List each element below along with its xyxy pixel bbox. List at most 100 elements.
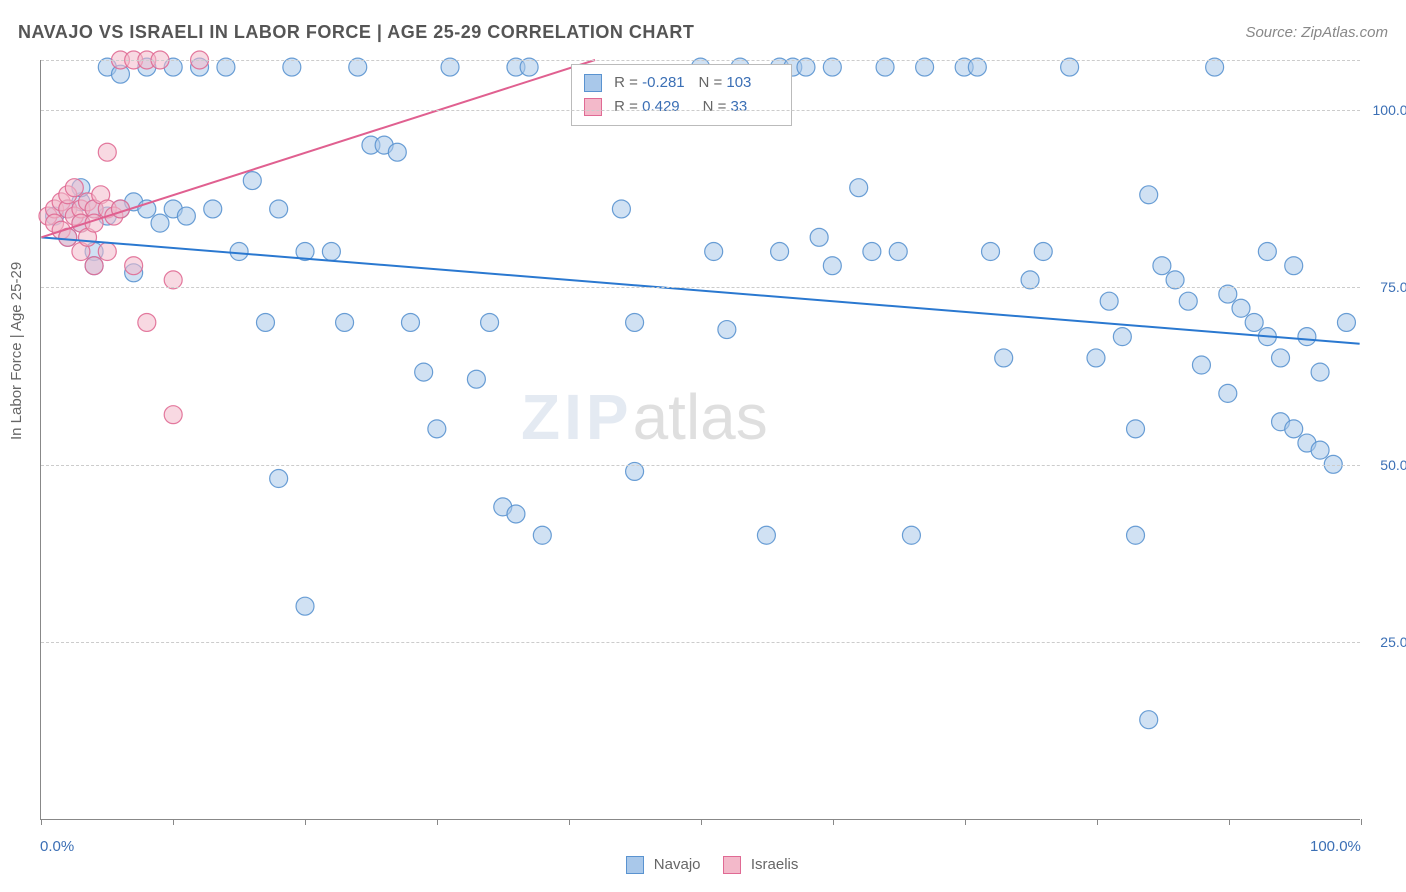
data-point	[1192, 356, 1210, 374]
data-point	[401, 313, 419, 331]
data-point	[705, 243, 723, 261]
data-point	[771, 243, 789, 261]
data-point	[1100, 292, 1118, 310]
gridline	[41, 642, 1360, 643]
data-point	[1179, 292, 1197, 310]
data-point	[1272, 349, 1290, 367]
chart-title: NAVAJO VS ISRAELI IN LABOR FORCE | AGE 2…	[18, 22, 694, 43]
y-axis-label: In Labor Force | Age 25-29	[8, 262, 25, 440]
legend-label-navajo: Navajo	[654, 856, 701, 873]
x-tick-mark	[305, 819, 306, 825]
stats-n-israelis: 33	[731, 95, 779, 119]
data-point	[533, 526, 551, 544]
data-point	[1219, 384, 1237, 402]
legend-label-israelis: Israelis	[751, 856, 799, 873]
source-attribution: Source: ZipAtlas.com	[1245, 24, 1388, 41]
x-tick-mark	[569, 819, 570, 825]
gridline	[41, 110, 1360, 111]
data-point	[507, 505, 525, 523]
data-point	[1087, 349, 1105, 367]
data-point	[85, 257, 103, 275]
x-tick-mark	[701, 819, 702, 825]
data-point	[98, 143, 116, 161]
data-point	[428, 420, 446, 438]
trend-line	[41, 60, 595, 237]
data-point	[1285, 420, 1303, 438]
data-point	[718, 321, 736, 339]
data-point	[1021, 271, 1039, 289]
legend: Navajo Israelis	[0, 856, 1406, 874]
x-tick-mark	[1361, 819, 1362, 825]
data-point	[415, 363, 433, 381]
data-point	[1127, 526, 1145, 544]
x-tick-mark	[173, 819, 174, 825]
stats-row-navajo: R = -0.281 N = 103	[584, 71, 779, 95]
y-tick-label: 75.0%	[1380, 279, 1406, 295]
x-tick-mark	[965, 819, 966, 825]
data-point	[1127, 420, 1145, 438]
data-point	[902, 526, 920, 544]
stats-r-israelis: 0.429	[642, 95, 690, 119]
data-point	[1311, 441, 1329, 459]
data-point	[270, 470, 288, 488]
x-tick-mark	[41, 819, 42, 825]
correlation-stats-box: R = -0.281 N = 103 R = 0.429 N = 33	[571, 64, 792, 126]
data-point	[1311, 363, 1329, 381]
data-point	[850, 179, 868, 197]
data-point	[481, 313, 499, 331]
x-tick-mark	[1229, 819, 1230, 825]
data-point	[270, 200, 288, 218]
x-axis-max-label: 100.0%	[1310, 838, 1361, 855]
stats-r-navajo: -0.281	[642, 71, 690, 95]
data-point	[388, 143, 406, 161]
x-axis-min-label: 0.0%	[40, 838, 74, 855]
stats-n-navajo: 103	[726, 71, 774, 95]
data-point	[982, 243, 1000, 261]
data-point	[1258, 243, 1276, 261]
y-tick-label: 25.0%	[1380, 634, 1406, 650]
legend-swatch-navajo	[626, 856, 644, 874]
data-point	[1232, 299, 1250, 317]
data-point	[230, 243, 248, 261]
data-point	[1337, 313, 1355, 331]
data-point	[1245, 313, 1263, 331]
x-tick-mark	[833, 819, 834, 825]
gridline	[41, 287, 1360, 288]
data-point	[65, 179, 83, 197]
data-point	[296, 597, 314, 615]
y-tick-label: 100.0%	[1373, 102, 1406, 118]
x-tick-mark	[437, 819, 438, 825]
data-point	[1140, 186, 1158, 204]
gridline	[41, 60, 1360, 61]
data-point	[863, 243, 881, 261]
data-point	[995, 349, 1013, 367]
data-point	[1285, 257, 1303, 275]
gridline	[41, 465, 1360, 466]
data-point	[1298, 328, 1316, 346]
plot-area: ZIPatlas R = -0.281 N = 103 R = 0.429 N …	[40, 60, 1360, 820]
data-point	[243, 172, 261, 190]
data-point	[1034, 243, 1052, 261]
scatter-plot-svg	[41, 60, 1360, 819]
data-point	[1166, 271, 1184, 289]
data-point	[889, 243, 907, 261]
data-point	[204, 200, 222, 218]
data-point	[1113, 328, 1131, 346]
data-point	[757, 526, 775, 544]
data-point	[810, 228, 828, 246]
data-point	[467, 370, 485, 388]
data-point	[256, 313, 274, 331]
data-point	[164, 406, 182, 424]
data-point	[823, 257, 841, 275]
data-point	[151, 214, 169, 232]
data-point	[612, 200, 630, 218]
legend-swatch-israelis	[723, 856, 741, 874]
data-point	[626, 313, 644, 331]
y-tick-label: 50.0%	[1380, 457, 1406, 473]
data-point	[177, 207, 195, 225]
data-point	[1140, 711, 1158, 729]
stats-swatch-navajo	[584, 74, 602, 92]
data-point	[138, 313, 156, 331]
trend-line	[41, 237, 1359, 343]
stats-row-israelis: R = 0.429 N = 33	[584, 95, 779, 119]
